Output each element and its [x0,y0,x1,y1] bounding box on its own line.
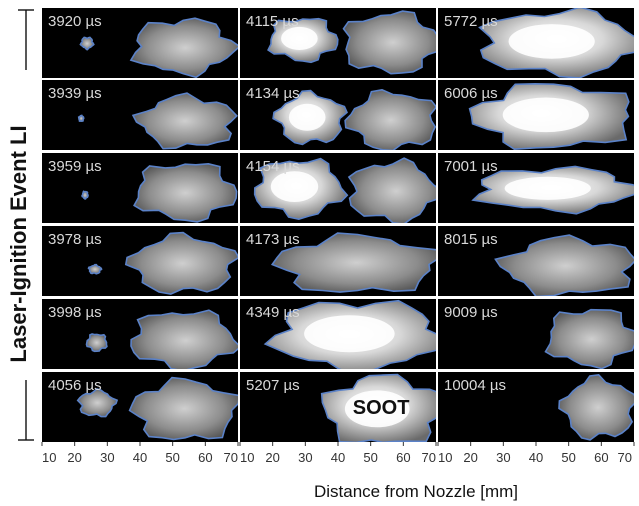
time-label: 7001 µs [444,158,498,175]
time-label: 3978 µs [48,231,102,248]
side-title: Laser-Ignition Event LI [6,125,31,362]
time-label: 8015 µs [444,231,498,248]
x-tick-label: 40 [133,450,147,465]
flame-region [128,376,238,441]
frame-panel: 4154 µs [240,153,436,223]
flame-core [281,26,318,50]
time-label: 4056 µs [48,377,102,394]
soot-label: SOOT [353,397,410,419]
flame-region [131,92,238,150]
x-tick-label: 50 [363,450,377,465]
x-tick-label: 60 [594,450,608,465]
frame-panel: 10004 µs [438,372,634,442]
flame-core [304,315,395,353]
time-label: 4173 µs [246,231,300,248]
x-tick-label: 50 [561,450,575,465]
x-tick-label: 70 [422,450,436,465]
time-label: 3939 µs [48,85,102,102]
flame-region [344,88,436,150]
frame-grid: 3920 µs 3939 µs 3959 µs 3978 µs 3998 µs 4056 … [42,8,634,442]
frame-panel: 4056 µs [42,372,238,442]
time-label: 10004 µs [444,377,506,394]
side-bracket [18,9,34,441]
x-tick-label: 30 [496,450,510,465]
x-axis-title: Distance from Nozzle [mm] [314,482,518,501]
time-label: 6006 µs [444,85,498,102]
x-tick-label: 30 [100,450,114,465]
x-tick-label: 40 [529,450,543,465]
flame-core [288,103,326,131]
flame-region [77,114,85,123]
frame-panel: 8015 µs [438,226,634,296]
frame-panel: 3920 µs [42,8,238,78]
time-label: 9009 µs [444,304,498,321]
x-tick-label: 20 [67,450,81,465]
frame-panel: 3998 µs [42,299,238,369]
flame-region [494,234,634,296]
x-tick-label: 20 [463,450,477,465]
frame-panel: 4173 µs [240,226,436,296]
flame-core [344,390,410,428]
flame-region [342,10,436,75]
x-tick-label: 10 [438,450,452,465]
x-tick-label: 70 [618,450,632,465]
frame-panel: 3978 µs [42,226,238,296]
x-tick-label: 50 [165,450,179,465]
flame-region [76,388,119,418]
x-tick-label: 70 [224,450,238,465]
time-label: 4154 µs [246,158,300,175]
flame-core [502,97,589,133]
time-label: 5207 µs [246,377,300,394]
x-tick-label: 60 [198,450,212,465]
frame-panel: 4134 µs [240,80,436,150]
frame-panel: 3959 µs [42,153,238,223]
frame-panel: 6006 µs [438,80,634,150]
x-tick-label: 60 [396,450,410,465]
x-tick-label: 30 [298,450,312,465]
flame-region [347,157,436,223]
time-label: 3998 µs [48,304,102,321]
time-label: 4115 µs [246,13,299,30]
flame-region [124,231,238,295]
flame-region [133,162,238,223]
frame-panel: 4349 µs [240,299,436,369]
flame-region [87,263,103,275]
flame-region [129,17,238,78]
time-label: 3959 µs [48,158,102,175]
flame-region [544,308,634,369]
frame-panel: 3939 µs [42,80,238,150]
flame-region [270,232,436,293]
x-tick-label: 40 [331,450,345,465]
flame-core [270,171,319,203]
frame-panel: 4115 µs [240,8,436,78]
time-label: 3920 µs [48,13,102,30]
time-label: 4134 µs [246,85,300,102]
flame-region [85,333,108,353]
frame-panel: 5772 µs [438,8,634,78]
frame-panel: 7001 µs [438,153,634,223]
flame-region [558,373,634,441]
flame-region [130,309,238,369]
frame-panel: 9009 µs [438,299,634,369]
x-tick-labels: 10 20 30 40 50 60 70 10 20 30 40 50 60 70 10 20 30 40 50 60… [41,442,635,465]
flame-core [504,176,591,200]
flame-region [81,190,89,200]
x-tick-label: 20 [265,450,279,465]
time-label: 5772 µs [444,13,498,30]
flame-region [79,36,95,51]
frame-panel: 5207 µs [240,372,436,442]
flame-core [508,24,595,59]
x-tick-label: 10 [42,450,56,465]
time-label: 4349 µs [246,304,300,321]
x-tick-label: 10 [240,450,254,465]
